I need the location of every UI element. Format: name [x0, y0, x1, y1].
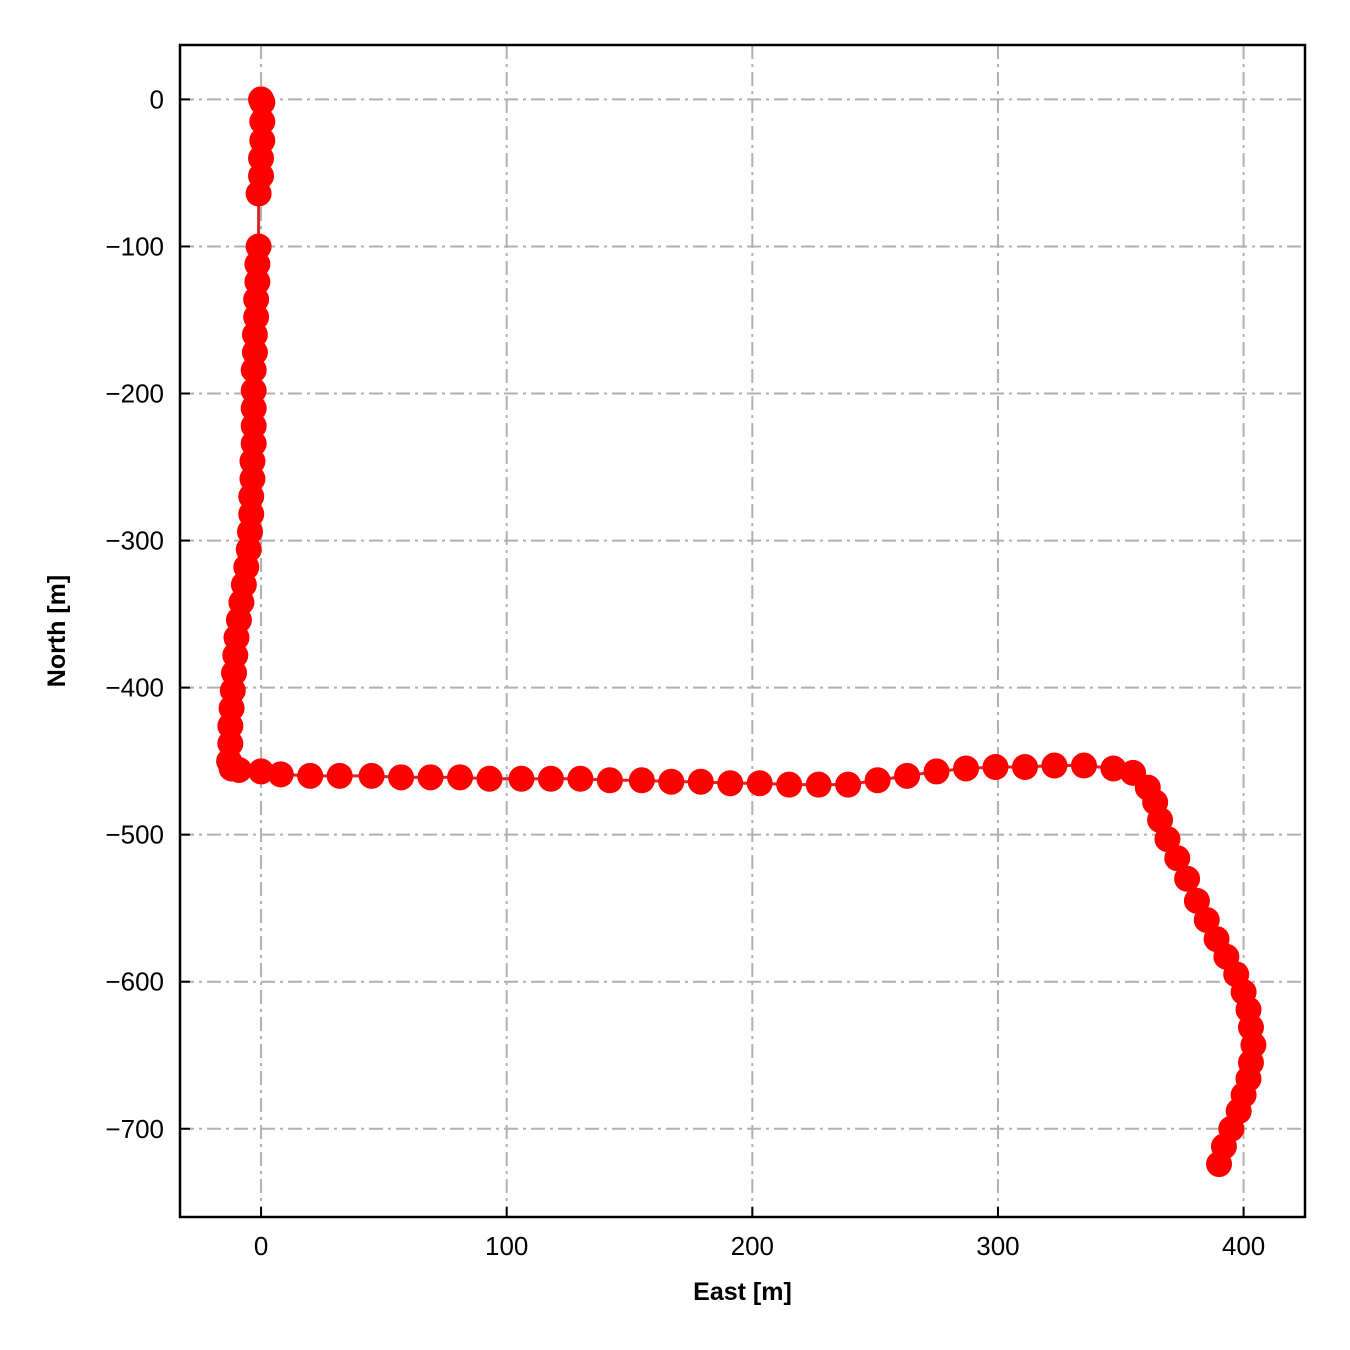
y-axis-label: North [m] [43, 575, 71, 687]
trajectory-point [953, 755, 980, 782]
trajectory-point [537, 765, 564, 792]
trajectory-point [687, 768, 714, 795]
trajectory-point [508, 765, 535, 792]
trajectory [216, 86, 1267, 1178]
trajectory-point [249, 108, 276, 135]
trajectory-point [628, 767, 655, 794]
trajectory-point [1070, 752, 1097, 779]
trajectory-point [923, 758, 950, 785]
trajectory-point [1206, 1151, 1233, 1178]
trajectory-point [864, 767, 891, 794]
x-tick-label: 200 [731, 1231, 774, 1261]
trajectory-point [1154, 826, 1181, 853]
trajectory-point [746, 770, 773, 797]
trajectory-point [1174, 865, 1201, 892]
trajectory-point [1183, 887, 1210, 914]
trajectory-point [297, 762, 324, 789]
trajectory-point [658, 768, 685, 795]
y-tick-label: −300 [105, 526, 164, 556]
trajectory-point [267, 761, 294, 788]
grid-lines [180, 45, 1305, 1217]
trajectory-point [388, 764, 415, 791]
trajectory-point [567, 765, 594, 792]
axis-ticks: 0 100 200 300 400 0 −100 −200 −300 −400 −500 −600 −7… [105, 84, 1265, 1261]
x-axis-label: East [m] [693, 1278, 792, 1306]
y-tick-label: −700 [105, 1114, 164, 1144]
trajectory-point [447, 764, 474, 791]
trajectory-point [248, 758, 275, 785]
x-tick-label: 100 [485, 1231, 528, 1261]
trajectory-point [982, 754, 1009, 781]
trajectory-line [227, 98, 1255, 1165]
trajectory-point [240, 356, 267, 383]
trajectory-point [776, 771, 803, 798]
y-tick-label: −500 [105, 820, 164, 850]
trajectory-point [245, 180, 272, 207]
x-tick-label: 400 [1222, 1231, 1265, 1261]
trajectory-point [1193, 906, 1220, 933]
trajectory-point [476, 765, 503, 792]
trajectory-point [894, 762, 921, 789]
x-tick-label: 0 [254, 1231, 268, 1261]
y-tick-label: −200 [105, 379, 164, 409]
trajectory-point [835, 771, 862, 798]
trajectory-point [358, 762, 385, 789]
trajectory-point [717, 770, 744, 797]
trajectory-point [417, 764, 444, 791]
plot-frame [178, 43, 1307, 1219]
trajectory-point [1164, 845, 1191, 872]
trajectory-point [1100, 755, 1127, 782]
y-tick-label: 0 [150, 84, 164, 114]
y-tick-label: −400 [105, 673, 164, 703]
trajectory-point [596, 767, 623, 794]
trajectory-point [249, 89, 276, 116]
y-tick-label: −600 [105, 967, 164, 997]
trajectory-point [225, 756, 252, 783]
trajectory-point [326, 762, 353, 789]
trajectory-point [805, 771, 832, 798]
y-tick-label: −100 [105, 231, 164, 261]
trajectory-point [1041, 752, 1068, 779]
x-tick-label: 300 [976, 1231, 1019, 1261]
trajectory-point [1011, 754, 1038, 781]
